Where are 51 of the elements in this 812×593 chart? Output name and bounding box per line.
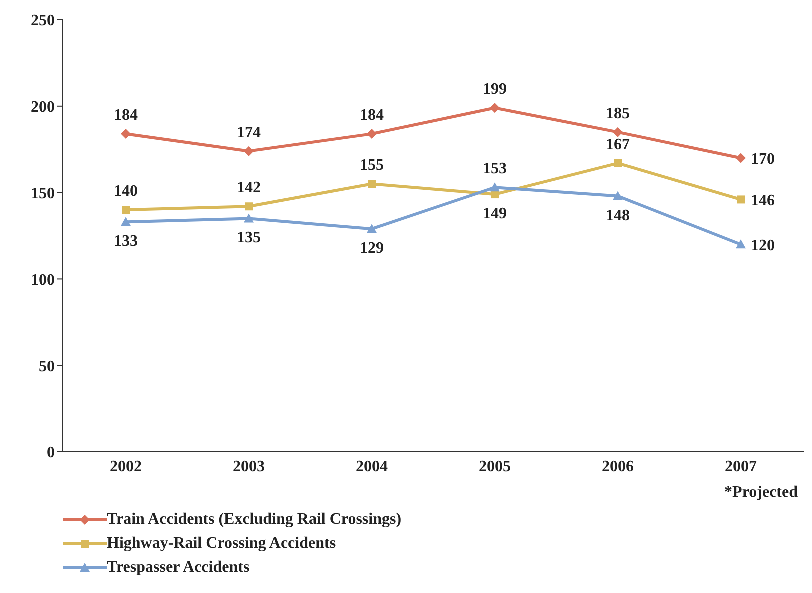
legend-label: Highway-Rail Crossing Accidents: [107, 535, 336, 553]
x-tick-label: 2005: [479, 458, 511, 476]
point: [245, 202, 253, 211]
data-label: 170: [751, 151, 775, 168]
x-tick-label: 2006: [602, 458, 634, 476]
data-label: 146: [751, 192, 775, 210]
x-tick-label: 2004: [356, 458, 388, 476]
x-tick-label: 2002: [110, 458, 142, 476]
data-label: 133: [114, 233, 138, 250]
x-tick-label: 2007: [725, 458, 757, 476]
data-label: 120: [751, 238, 775, 255]
legend-label: Train Accidents (Excluding Rail Crossings): [107, 511, 402, 529]
text: *Projected: [724, 484, 798, 502]
data-label: 199: [483, 81, 507, 98]
legend-label: Trespasser Accidents: [107, 559, 250, 577]
y-tick-label: 150: [31, 185, 55, 202]
point: [736, 240, 746, 249]
y-tick-label: 0: [47, 444, 55, 462]
x-tick-label: 2003: [233, 458, 265, 476]
data-label: 184: [360, 107, 384, 124]
data-label: 142: [237, 180, 261, 197]
y-tick-label: 50: [39, 358, 55, 376]
data-label: 174: [237, 124, 261, 142]
point: [122, 206, 130, 214]
point: [490, 182, 500, 192]
y-tick-label: 100: [31, 272, 55, 289]
data-label: 167: [606, 136, 630, 154]
point: [737, 196, 745, 204]
point: [614, 159, 622, 168]
point: [613, 127, 623, 138]
point: [613, 191, 623, 200]
data-label: 185: [606, 105, 630, 122]
point: [244, 146, 254, 156]
data-label: 135: [237, 230, 261, 247]
y-tick-label: 200: [31, 99, 55, 116]
point: [368, 180, 376, 188]
data-label: 184: [114, 107, 138, 124]
point: [244, 214, 254, 223]
point: [490, 103, 500, 114]
data-label: 129: [360, 240, 384, 258]
point: [736, 153, 746, 164]
point: [121, 129, 131, 140]
point: [367, 224, 377, 234]
data-label: 140: [114, 183, 138, 200]
data-label: 148: [606, 207, 630, 224]
data-label: 149: [483, 206, 507, 223]
y-tick-label: 250: [31, 12, 55, 30]
data-label: 155: [360, 157, 384, 174]
point: [121, 217, 131, 226]
data-label: 153: [483, 160, 507, 178]
point: [367, 129, 377, 140]
